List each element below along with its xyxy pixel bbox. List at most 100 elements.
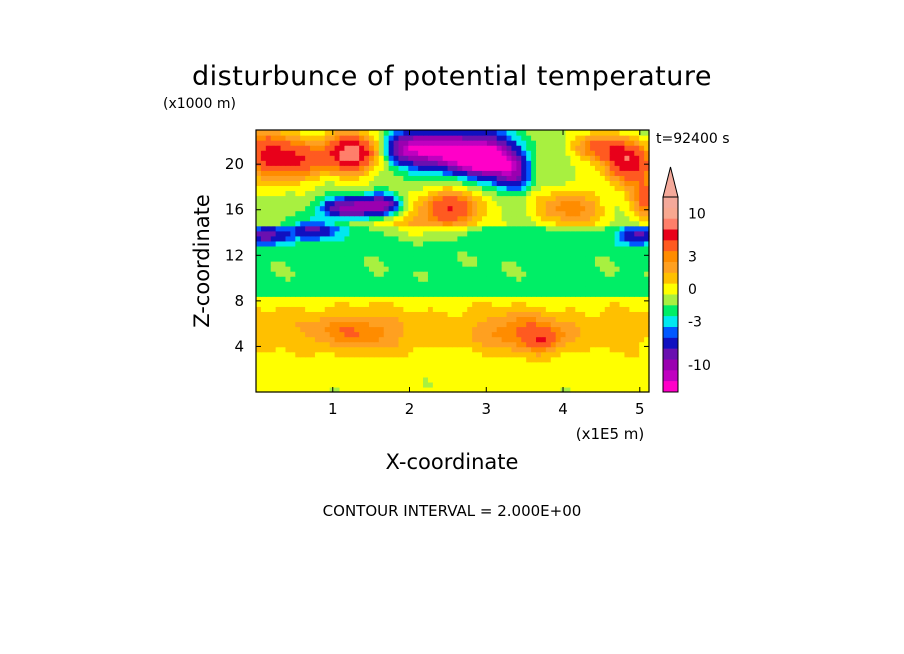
field-cell (290, 316, 296, 323)
field-cell (580, 175, 586, 181)
field-cell (403, 185, 409, 192)
field-cell (364, 266, 370, 272)
field-cell (491, 170, 498, 176)
field-cell (580, 215, 586, 222)
field-cell (575, 190, 581, 197)
field-cell (634, 361, 640, 368)
field-cell (540, 291, 547, 297)
field-cell (570, 190, 576, 197)
field-cell (413, 341, 419, 348)
field-cell (536, 180, 542, 187)
field-cell (447, 281, 454, 287)
field-cell (300, 200, 306, 207)
field-cell (624, 326, 630, 333)
field-cell (339, 200, 346, 207)
field-cell (334, 185, 341, 192)
field-cell (324, 185, 331, 192)
field-cell (270, 165, 277, 171)
field-cell (349, 210, 355, 217)
field-cell (423, 140, 429, 146)
field-cell (477, 331, 483, 338)
field-cell (486, 205, 493, 212)
field-cell (349, 361, 355, 368)
field-cell (280, 326, 287, 333)
field-cell (265, 266, 272, 272)
field-cell (300, 376, 306, 383)
field-cell (447, 185, 454, 192)
field-cell (324, 386, 331, 393)
field-cell (560, 286, 567, 292)
field-cell (555, 361, 562, 368)
field-cell (319, 180, 326, 187)
field-cell (329, 331, 336, 338)
field-cell (373, 366, 380, 373)
field-cell (290, 130, 296, 136)
field-cell (310, 245, 316, 252)
field-cell (378, 356, 385, 363)
field-cell (555, 160, 562, 166)
field-cell (599, 160, 606, 166)
field-cell (275, 346, 282, 353)
field-cell (437, 225, 444, 232)
field-cell (344, 140, 350, 146)
field-cell (368, 195, 375, 202)
field-cell (580, 205, 586, 212)
field-cell (629, 255, 635, 262)
field-cell (477, 281, 483, 287)
field-cell (305, 175, 311, 181)
field-cell (521, 235, 527, 242)
field-cell (624, 205, 630, 212)
field-cell (256, 155, 262, 161)
field-cell (634, 180, 640, 187)
field-cell (585, 351, 591, 358)
field-cell (457, 215, 463, 222)
field-cell (432, 170, 439, 176)
field-cell (339, 165, 346, 171)
field-cell (305, 240, 311, 247)
field-cell (256, 150, 262, 156)
field-cell (260, 271, 267, 277)
field-cell (516, 271, 522, 277)
field-cell (644, 235, 650, 242)
field-cell (427, 276, 434, 282)
field-cell (506, 266, 513, 272)
field-cell (256, 140, 262, 146)
field-cell (432, 331, 439, 338)
field-cell (545, 255, 552, 262)
field-cell (265, 155, 272, 161)
field-cell (526, 245, 532, 252)
field-cell (334, 220, 341, 227)
field-cell (575, 210, 581, 217)
field-cell (506, 341, 513, 348)
field-cell (324, 286, 331, 292)
field-cell (310, 321, 316, 328)
field-cell (383, 271, 390, 277)
field-cell (383, 381, 390, 388)
field-cell (472, 205, 478, 212)
field-cell (403, 130, 409, 136)
field-cell (373, 225, 380, 232)
field-cell (354, 361, 360, 368)
field-cell (472, 321, 478, 328)
field-cell (491, 245, 498, 252)
field-cell (359, 135, 365, 141)
field-cell (575, 185, 581, 192)
field-cell (452, 311, 459, 318)
field-cell (452, 180, 459, 187)
field-cell (339, 386, 346, 393)
field-cell (447, 145, 454, 151)
field-cell (526, 195, 532, 202)
field-cell (256, 220, 262, 227)
field-cell (427, 160, 434, 166)
field-cell (570, 301, 576, 307)
field-cell (629, 195, 635, 202)
field-cell (536, 160, 542, 166)
field-cell (481, 291, 488, 297)
field-cell (275, 195, 282, 202)
field-cell (550, 235, 557, 242)
field-cell (413, 235, 419, 242)
field-cell (644, 316, 650, 323)
field-cell (260, 160, 267, 166)
field-cell (359, 291, 365, 297)
field-cell (496, 311, 503, 318)
